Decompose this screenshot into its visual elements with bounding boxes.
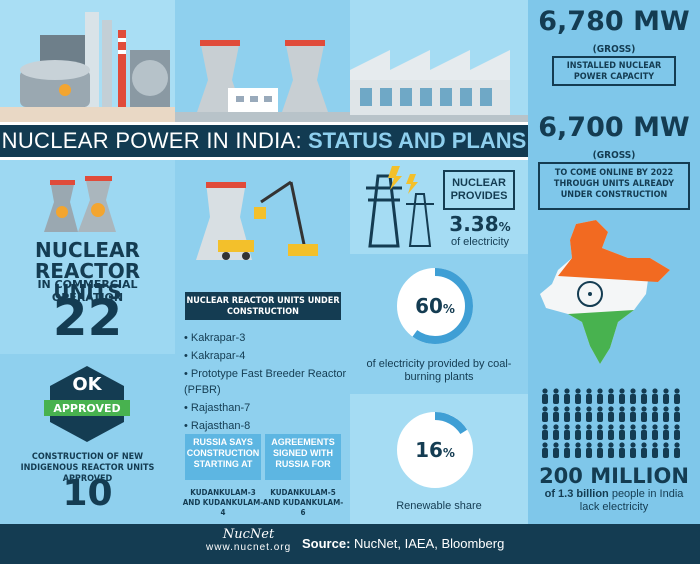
approved-text: APPROVED: [53, 402, 121, 415]
nuclear-share: 3.38%: [449, 212, 511, 236]
nuclear-share-label: of electricity: [450, 236, 510, 248]
russia-box-1: RUSSIA SAYS CONSTRUCTION STARTING AT: [185, 434, 261, 480]
reactor-towers-icon: [44, 176, 116, 232]
footer: NucNet www.nucnet.org Source: NucNet, IA…: [0, 524, 700, 564]
construction-site-icon: [196, 180, 318, 260]
coal-label: of electricity provided by coal-burning …: [366, 358, 512, 383]
ok-text: OK: [72, 374, 102, 395]
coal-ring-chart: [397, 268, 473, 344]
renewable-ring-fill: [397, 412, 473, 488]
list-item: • Kakrapar-4: [184, 350, 246, 362]
list-item: • Rajasthan-7: [184, 402, 251, 414]
source-line: Source: NucNet, IAEA, Bloomberg: [302, 536, 505, 551]
title-part2: STATUS AND PLANS: [307, 128, 527, 153]
renewable-label: Renewable share: [396, 500, 482, 512]
construction-title: NUCLEAR REACTOR UNITS UNDER CONSTRUCTION: [185, 292, 341, 320]
power-plants-illustration: [0, 0, 528, 122]
new-units-count: 10: [62, 473, 113, 514]
coal-ring-fill: [397, 268, 473, 344]
title-part1: NUCLEAR POWER IN INDIA:: [1, 128, 302, 153]
reactor-title: NUCLEAR REACTOR UNITS: [34, 238, 141, 304]
capacity-label: INSTALLED NUCLEAR POWER CAPACITY: [552, 56, 676, 86]
power-lines-icon: [366, 166, 434, 248]
nucnet-logo: NucNet www.nucnet.org: [206, 527, 292, 553]
capacity-gross: (GROSS): [592, 44, 636, 55]
footer-url[interactable]: www.nucnet.org: [206, 542, 292, 553]
india-map-icon: [540, 220, 670, 364]
list-item: • Rajasthan-8: [184, 420, 251, 432]
coal-value: 60%: [415, 294, 455, 318]
population-label: of 1.3 billion people in India lack elec…: [544, 488, 684, 513]
nuclear-provides-label: NUCLEAR PROVIDES: [443, 170, 515, 210]
list-item: • Prototype Fast Breeder Reactor (PFBR): [184, 368, 347, 396]
population-people-icon: [542, 388, 680, 458]
russia-box-2: AGREEMENTS SIGNED WITH RUSSIA FOR: [265, 434, 341, 480]
list-item: • Kakrapar-3: [184, 332, 246, 344]
page-title: NUCLEAR POWER IN INDIA: STATUS AND PLANS: [0, 122, 528, 160]
reactor-subtitle: IN COMMERCIAL OPERATION: [37, 278, 138, 304]
planned-value: 6,700 MW: [538, 112, 690, 143]
capacity-value: 6,780 MW: [538, 6, 690, 37]
renewable-value: 16%: [415, 438, 455, 462]
planned-label: TO COME ONLINE BY 2022 THROUGH UNITS ALR…: [538, 162, 690, 210]
population-value: 200 MILLION: [539, 464, 689, 488]
renewable-ring-chart: [397, 412, 473, 488]
russia-units-2: KUDANKULAM-5 AND KUDANKULAM-6: [262, 488, 344, 517]
reactor-count: 22: [52, 289, 123, 347]
planned-gross: (GROSS): [592, 150, 636, 161]
ok-approved-badge: [44, 366, 130, 442]
new-units-label: CONSTRUCTION OF NEW INDIGENOUS REACTOR U…: [20, 452, 155, 484]
construction-list: • Kakrapar-3 • Kakrapar-4 • Prototype Fa…: [184, 330, 350, 434]
russia-units-1: KUDANKULAM-3 AND KUDANKULAM-4: [182, 488, 264, 517]
